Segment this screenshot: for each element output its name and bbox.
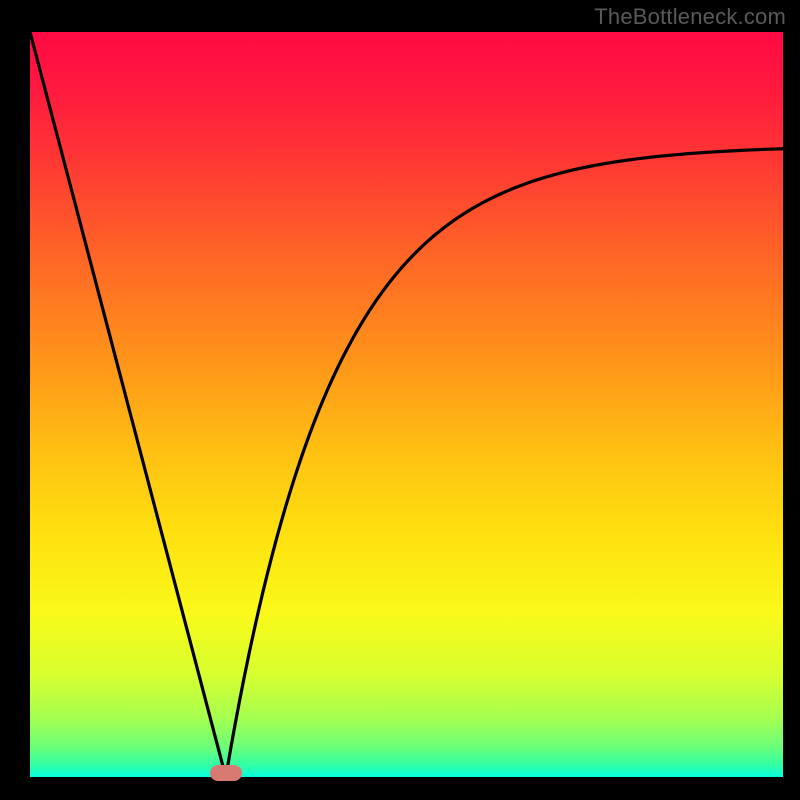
plot-area: [30, 32, 783, 777]
watermark-text: TheBottleneck.com: [594, 4, 786, 30]
bottleneck-curve: [30, 32, 783, 777]
optimal-point-marker: [210, 765, 242, 781]
